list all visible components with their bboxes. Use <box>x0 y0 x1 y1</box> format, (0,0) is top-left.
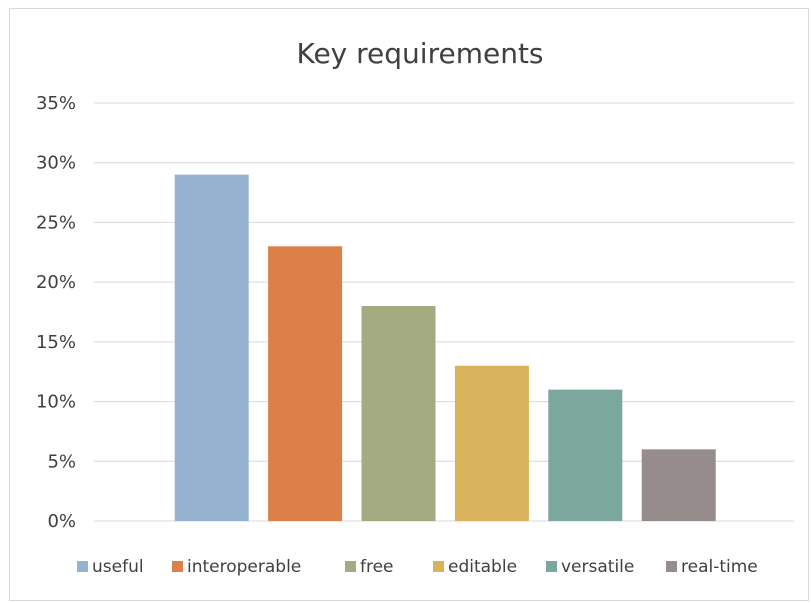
bar-free <box>361 306 436 521</box>
bar-real-time <box>641 449 716 521</box>
bars <box>174 174 716 522</box>
bar-editable <box>454 365 529 521</box>
y-tick-label: 25% <box>36 212 76 233</box>
bar-interoperable <box>268 246 343 522</box>
y-tick-label: 10% <box>36 392 76 413</box>
bar-versatile <box>548 389 623 521</box>
legend-label: editable <box>448 557 517 577</box>
legend-item-free: free <box>345 557 394 577</box>
y-tick-label: 15% <box>36 332 76 353</box>
legend-swatch <box>172 561 183 572</box>
legend-label: real-time <box>681 557 758 577</box>
y-tick-label: 5% <box>47 451 76 472</box>
legend-swatch <box>77 561 88 572</box>
y-tick-label: 35% <box>36 93 76 114</box>
y-tick-label: 20% <box>36 272 76 293</box>
legend-label: versatile <box>561 557 634 577</box>
legend-swatch <box>345 561 356 572</box>
y-axis-ticks: 0% 5% 10% 15% 20% 25% 30% 35% <box>36 93 76 532</box>
legend-label: free <box>360 557 394 577</box>
y-tick-label: 0% <box>47 511 76 532</box>
legend-item-editable: editable <box>433 557 517 577</box>
legend-label: interoperable <box>187 557 301 577</box>
legend-swatch <box>546 561 557 572</box>
legend-label: useful <box>92 557 144 577</box>
bar-useful <box>174 174 249 521</box>
legend: useful interoperable free editable versatile… <box>77 557 758 577</box>
legend-item-useful: useful <box>77 557 144 577</box>
legend-item-versatile: versatile <box>546 557 634 577</box>
chart-title: Key requirements <box>296 37 543 70</box>
legend-item-interoperable: interoperable <box>172 557 301 577</box>
legend-item-real-time: real-time <box>666 557 758 577</box>
y-tick-label: 30% <box>36 153 76 174</box>
legend-swatch <box>433 561 444 572</box>
legend-swatch <box>666 561 677 572</box>
